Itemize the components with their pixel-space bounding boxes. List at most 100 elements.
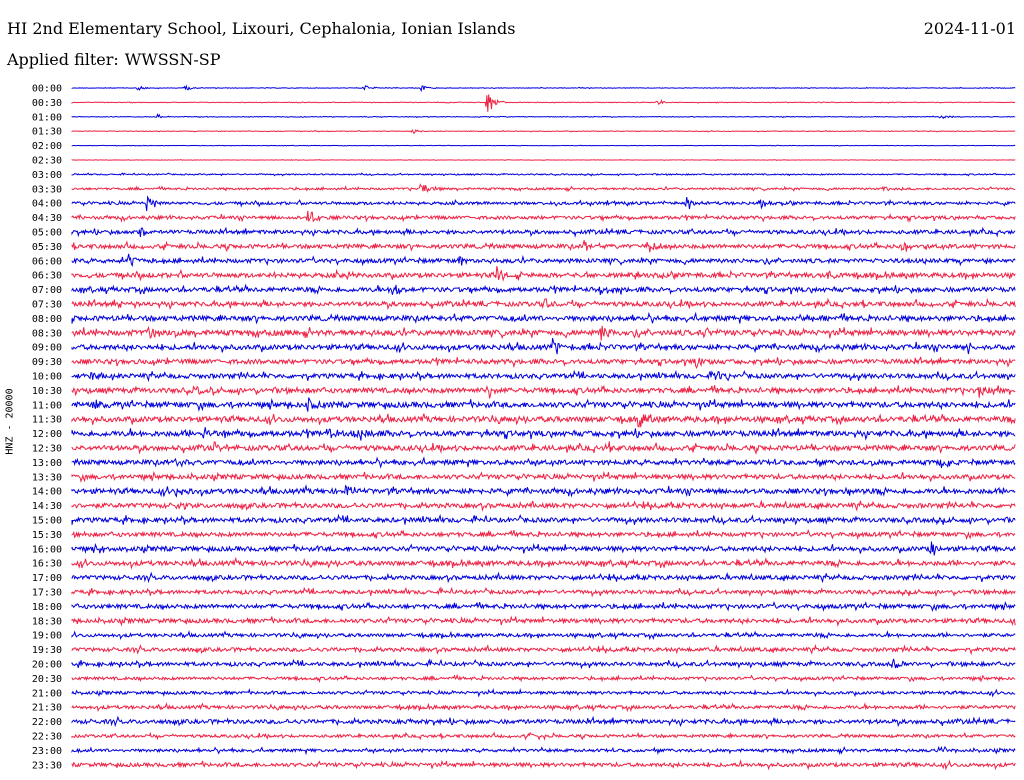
time-tick-1130: 11:30 bbox=[32, 415, 62, 426]
trace-1400 bbox=[71, 484, 1016, 498]
time-tick-2100: 21:00 bbox=[32, 688, 62, 699]
trace-0100 bbox=[71, 113, 1016, 120]
trace-1100 bbox=[71, 397, 1016, 412]
time-tick-1930: 19:30 bbox=[32, 645, 62, 656]
time-tick-1830: 18:30 bbox=[32, 616, 62, 627]
record-date: 2024-11-01 bbox=[923, 19, 1016, 38]
filter-label: Applied filter: bbox=[7, 50, 119, 69]
time-tick-0500: 05:00 bbox=[32, 228, 62, 239]
trace-1930 bbox=[71, 643, 1016, 656]
time-tick-1700: 17:00 bbox=[32, 573, 62, 584]
time-tick-1200: 12:00 bbox=[32, 429, 62, 440]
trace-0800 bbox=[71, 311, 1016, 325]
time-tick-0900: 09:00 bbox=[32, 343, 62, 354]
time-tick-2230: 22:30 bbox=[32, 732, 62, 743]
time-tick-0100: 01:00 bbox=[32, 112, 62, 123]
time-tick-0730: 07:30 bbox=[32, 300, 62, 311]
time-tick-2330: 23:30 bbox=[32, 760, 62, 771]
time-tick-1600: 16:00 bbox=[32, 544, 62, 555]
trace-0530 bbox=[71, 240, 1016, 253]
trace-0630 bbox=[71, 266, 1016, 282]
time-tick-1300: 13:00 bbox=[32, 458, 62, 469]
trace-0000 bbox=[71, 84, 1016, 93]
time-tick-2300: 23:00 bbox=[32, 746, 62, 757]
trace-1300 bbox=[71, 456, 1016, 469]
trace-1600 bbox=[71, 541, 1016, 556]
trace-0130 bbox=[71, 129, 1016, 135]
trace-1230 bbox=[71, 441, 1016, 455]
time-tick-2000: 20:00 bbox=[32, 660, 62, 671]
time-tick-1030: 10:30 bbox=[32, 386, 62, 397]
time-tick-0700: 07:00 bbox=[32, 285, 62, 296]
trace-1330 bbox=[71, 470, 1016, 483]
trace-0200 bbox=[71, 144, 1016, 147]
time-tick-1430: 14:30 bbox=[32, 501, 62, 512]
trace-1000 bbox=[71, 369, 1016, 383]
trace-0400 bbox=[71, 195, 1016, 212]
trace-2100 bbox=[71, 687, 1016, 698]
trace-1800 bbox=[71, 600, 1016, 612]
trace-0330 bbox=[71, 183, 1016, 193]
trace-2300 bbox=[71, 745, 1016, 756]
time-tick-0030: 00:30 bbox=[32, 98, 62, 109]
trace-0930 bbox=[71, 356, 1016, 370]
time-tick-0230: 02:30 bbox=[32, 156, 62, 167]
trace-2230 bbox=[71, 731, 1016, 741]
trace-2330 bbox=[71, 759, 1016, 771]
trace-0900 bbox=[71, 337, 1016, 355]
trace-0430 bbox=[71, 210, 1016, 223]
time-tick-0630: 06:30 bbox=[32, 271, 62, 282]
trace-0500 bbox=[71, 226, 1016, 238]
trace-1200 bbox=[71, 427, 1016, 441]
trace-2200 bbox=[71, 715, 1016, 728]
time-tick-0400: 04:00 bbox=[32, 199, 62, 210]
time-tick-0830: 08:30 bbox=[32, 328, 62, 339]
trace-1830 bbox=[71, 615, 1016, 627]
time-tick-1800: 18:00 bbox=[32, 602, 62, 613]
trace-1030 bbox=[71, 384, 1016, 399]
trace-1730 bbox=[71, 586, 1016, 598]
trace-1430 bbox=[71, 499, 1016, 512]
trace-1530 bbox=[71, 528, 1016, 540]
time-tick-1730: 17:30 bbox=[32, 588, 62, 599]
trace-1900 bbox=[71, 630, 1016, 641]
time-tick-2130: 21:30 bbox=[32, 703, 62, 714]
time-tick-0330: 03:30 bbox=[32, 184, 62, 195]
trace-0730 bbox=[71, 297, 1016, 311]
time-tick-0530: 05:30 bbox=[32, 242, 62, 253]
time-tick-1900: 19:00 bbox=[32, 631, 62, 642]
time-tick-1100: 11:00 bbox=[32, 400, 62, 411]
filter-value: WWSSN-SP bbox=[124, 50, 221, 69]
trace-1700 bbox=[71, 571, 1016, 584]
trace-2000 bbox=[71, 658, 1016, 670]
time-tick-0800: 08:00 bbox=[32, 314, 62, 325]
time-tick-0000: 00:00 bbox=[32, 84, 62, 95]
time-tick-0200: 02:00 bbox=[32, 141, 62, 152]
time-tick-0930: 09:30 bbox=[32, 357, 62, 368]
time-tick-1630: 16:30 bbox=[32, 559, 62, 570]
trace-0600 bbox=[71, 253, 1016, 267]
trace-0700 bbox=[71, 283, 1016, 296]
time-tick-1330: 13:30 bbox=[32, 472, 62, 483]
trace-0230 bbox=[71, 158, 1016, 161]
time-tick-2200: 22:00 bbox=[32, 717, 62, 728]
time-tick-0300: 03:00 bbox=[32, 170, 62, 181]
time-tick-0130: 01:30 bbox=[32, 127, 62, 138]
applied-filter: Applied filter: WWSSN-SP bbox=[7, 50, 220, 69]
trace-2130 bbox=[71, 702, 1016, 713]
time-tick-1400: 14:00 bbox=[32, 487, 62, 498]
time-tick-1530: 15:30 bbox=[32, 530, 62, 541]
trace-1130 bbox=[71, 413, 1016, 428]
trace-2030 bbox=[71, 673, 1016, 684]
trace-0300 bbox=[71, 172, 1016, 177]
trace-1630 bbox=[71, 556, 1016, 570]
trace-0030 bbox=[71, 94, 1016, 112]
trace-1500 bbox=[71, 513, 1016, 526]
time-tick-1230: 12:30 bbox=[32, 444, 62, 455]
time-tick-1000: 10:00 bbox=[32, 372, 62, 383]
time-tick-2030: 20:30 bbox=[32, 674, 62, 685]
station-title: HI 2nd Elementary School, Lixouri, Cepha… bbox=[7, 19, 516, 38]
time-tick-1500: 15:00 bbox=[32, 516, 62, 527]
time-tick-0600: 06:00 bbox=[32, 256, 62, 267]
